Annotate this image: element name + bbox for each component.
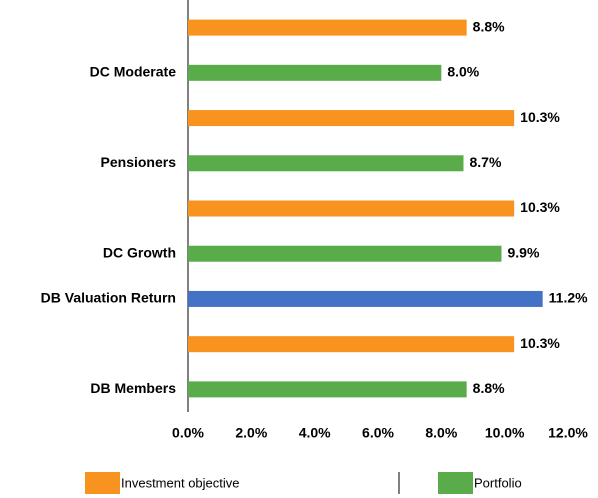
x-tick-label: 10.0% xyxy=(485,425,525,441)
bar xyxy=(188,245,502,262)
bar xyxy=(188,381,467,398)
bar xyxy=(188,19,467,36)
bar xyxy=(188,290,543,307)
value-label: 8.8% xyxy=(473,380,505,396)
bar xyxy=(188,64,442,81)
value-label: 10.3% xyxy=(520,199,560,215)
value-label: 8.7% xyxy=(470,154,502,170)
value-label: 10.3% xyxy=(520,335,560,351)
value-label: 11.2% xyxy=(549,290,588,306)
bar xyxy=(188,155,464,172)
y-tick-label: DC Moderate xyxy=(90,64,177,80)
value-label: 9.9% xyxy=(508,244,540,260)
legend-label: Portfolio xyxy=(474,475,522,490)
x-tick-label: 0.0% xyxy=(172,425,204,441)
x-tick-label: 2.0% xyxy=(235,425,267,441)
value-label: 10.3% xyxy=(520,109,560,125)
legend-swatch xyxy=(85,472,120,494)
y-tick-label: DC Growth xyxy=(103,244,176,260)
y-tick-label: DB Members xyxy=(90,380,176,396)
x-tick-label: 4.0% xyxy=(299,425,331,441)
bar xyxy=(188,110,515,127)
bar xyxy=(188,200,515,217)
x-tick-label: 12.0% xyxy=(548,425,588,441)
legend-label: Investment objective xyxy=(121,475,240,490)
value-label: 8.0% xyxy=(447,64,479,80)
y-tick-label: DB Valuation Return xyxy=(41,290,176,306)
x-tick-label: 8.0% xyxy=(425,425,457,441)
y-tick-label: Pensioners xyxy=(101,154,177,170)
bar xyxy=(188,336,515,353)
x-tick-label: 6.0% xyxy=(362,425,394,441)
value-label: 8.8% xyxy=(473,18,505,34)
legend-swatch xyxy=(438,472,473,494)
